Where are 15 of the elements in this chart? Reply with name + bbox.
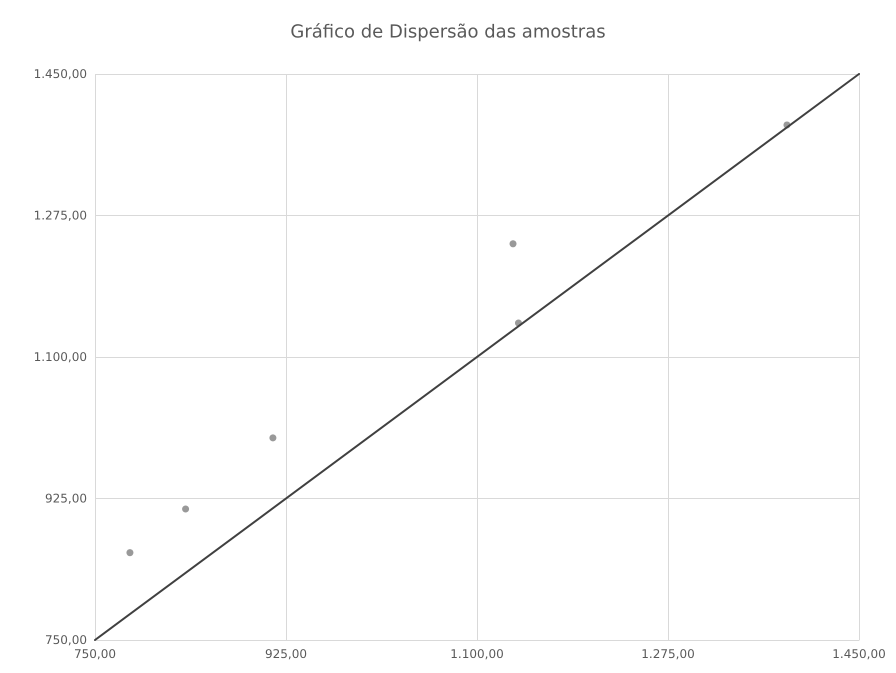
point: [182, 506, 190, 513]
y-tick-label: 925,00: [45, 492, 87, 506]
chart-title: Gráfico de Dispersão das amostras: [290, 22, 606, 42]
x-tick-label: 750,00: [74, 647, 116, 661]
point: [126, 549, 134, 556]
x-tick-label: 925,00: [265, 647, 307, 661]
y-tick-label: 1.275,00: [34, 208, 87, 222]
point: [510, 240, 517, 248]
y-tick-label: 1.450,00: [34, 67, 87, 81]
point: [269, 434, 276, 442]
x-tick-label: 1.275,00: [641, 647, 695, 661]
x-tick-label: 1.100,00: [450, 647, 504, 661]
y-tick-label: 750,00: [45, 633, 87, 647]
y-tick-label: 1.100,00: [34, 350, 87, 364]
x-tick-label: 1.450,00: [832, 647, 886, 661]
